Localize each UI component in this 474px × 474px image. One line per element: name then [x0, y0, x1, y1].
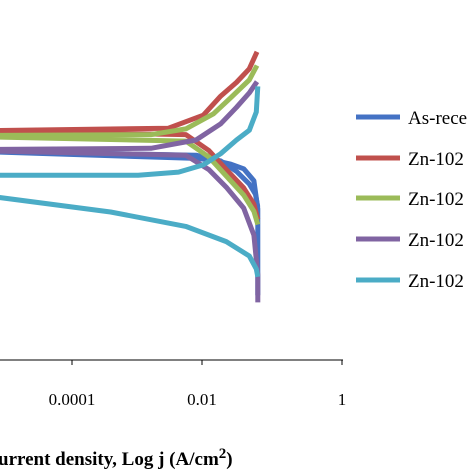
series-layer: [0, 50, 261, 303]
series-1-cathodic-line: [0, 129, 261, 221]
legend-label-0: As-rece: [408, 108, 467, 129]
x-tick-label-2: 0.01: [187, 390, 217, 409]
x-axis-title-close: ): [226, 449, 232, 470]
series-1-anodic-line: [0, 50, 260, 134]
x-axis-title-text: urrent density, Log j (A/cm: [0, 449, 219, 470]
legend-label-2: Zn-102: [408, 189, 464, 210]
legend: As-rece Zn-102 Zn-102 Zn-102 Zn-102: [356, 108, 467, 292]
x-tick-label-3: 1: [338, 390, 347, 409]
series-3-anodic-line: [0, 80, 260, 152]
legend-label-3: Zn-102: [408, 230, 464, 251]
series-3-cathodic-line: [0, 148, 261, 303]
legend-label-1: Zn-102: [408, 149, 464, 170]
series-0-cathodic-line: [0, 148, 261, 208]
series-2-anodic-line: [0, 64, 260, 138]
x-tick-label-1: 0.0001: [49, 390, 96, 409]
x-axis-title: urrent density, Log j (A/cm2): [0, 446, 233, 470]
series-4-anodic-line: [0, 86, 261, 178]
legend-label-4: Zn-102: [408, 271, 464, 292]
series-4-cathodic-line: [0, 195, 261, 278]
x-axis-title-superscript: 2: [219, 446, 227, 462]
